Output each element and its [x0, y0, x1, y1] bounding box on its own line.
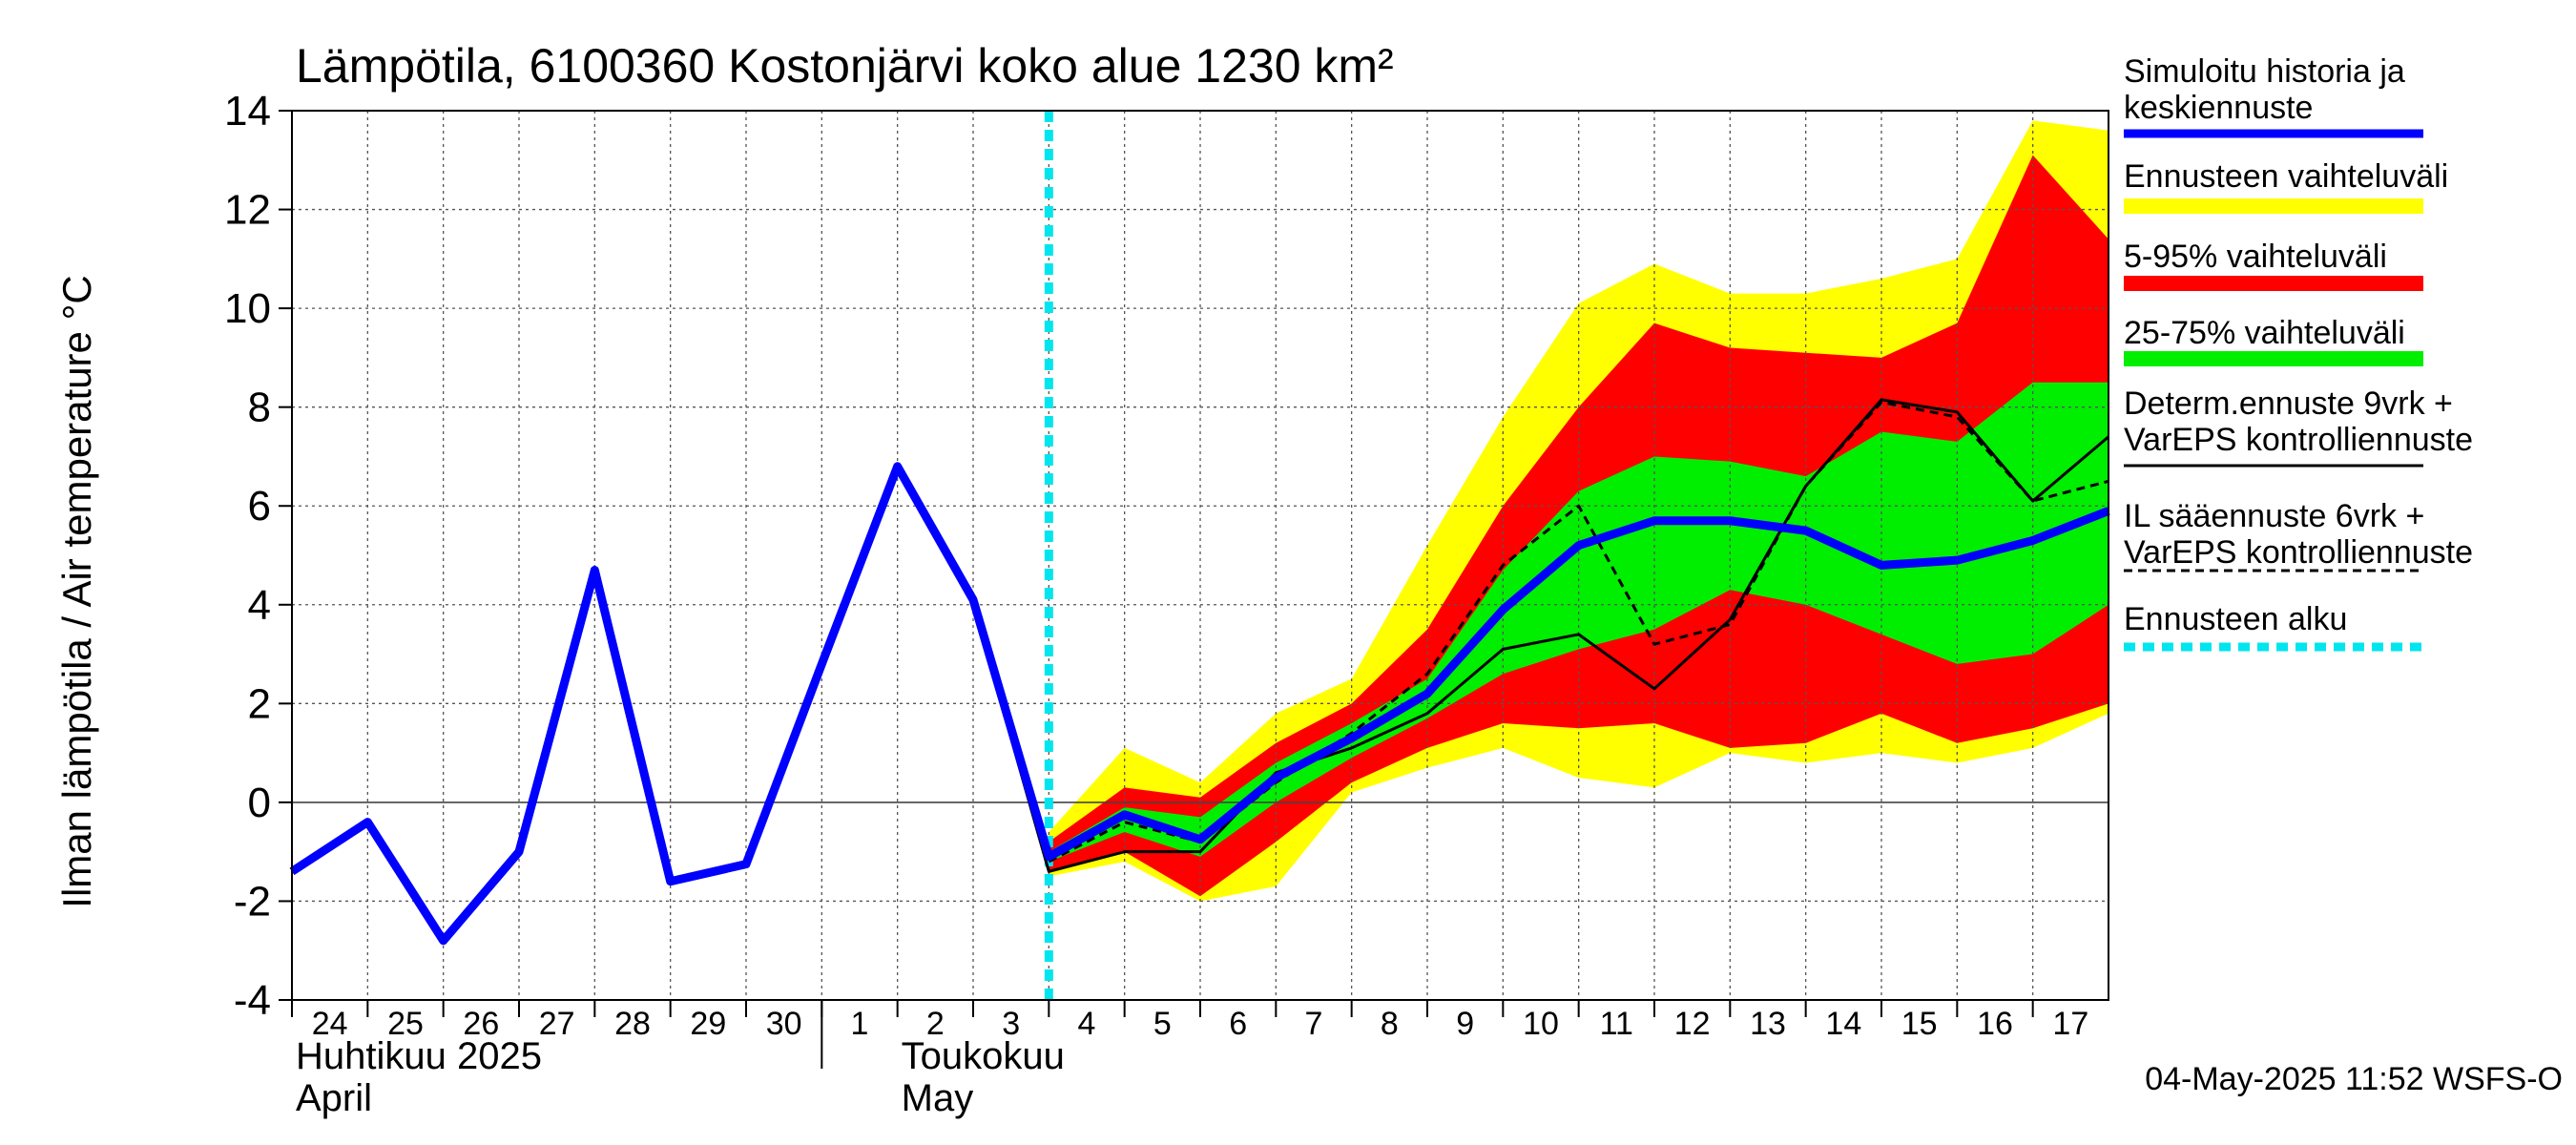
legend-label: keskiennuste	[2124, 90, 2313, 126]
x-tick-label: 6	[1229, 1006, 1247, 1042]
y-tick-label: 4	[248, 582, 271, 629]
x-tick-label: 7	[1305, 1006, 1323, 1042]
y-tick-label: 8	[248, 385, 271, 431]
x-tick-label: 11	[1600, 1006, 1633, 1042]
grid	[292, 111, 2109, 1000]
y-tick-label: 6	[248, 483, 271, 530]
y-axis-label: Ilman lämpötila / Air temperature °C	[54, 275, 99, 907]
legend-label: Ennusteen alku	[2124, 601, 2347, 637]
x-tick-label: 17	[2052, 1006, 2088, 1042]
series-line-deterministic	[896, 398, 2109, 873]
legend-label: 5-95% vaihteluväli	[2124, 239, 2387, 275]
x-tick-label: 10	[1523, 1006, 1559, 1042]
plot-area	[289, 110, 2110, 1001]
legend-label: Simuloitu historia ja	[2124, 53, 2405, 90]
legend-label: IL sääennuste 6vrk +	[2124, 498, 2424, 534]
y-tick-label: 2	[248, 680, 271, 727]
month-label-en: May	[902, 1077, 974, 1119]
legend-label: 25-75% vaihteluväli	[2124, 315, 2405, 351]
series-line-il-forecast	[1048, 400, 2109, 864]
x-tick-label: 15	[1901, 1006, 1938, 1042]
y-tick-label: 14	[224, 88, 271, 135]
series-line-mean	[289, 462, 2110, 946]
x-axis-ticks: 24 25 26 27 28 29 30 1 2 3 4 5 6 7 8 9 10 11 12 13 14 15 16 17H…	[291, 1000, 2088, 1119]
legend-label: Ennusteen vaihteluväli	[2124, 158, 2448, 195]
y-axis-ticks: -4 -2 0 2 4 6 8 10 12 14	[224, 88, 292, 1024]
x-tick-label: 5	[1153, 1006, 1172, 1042]
y-tick-label: 12	[224, 187, 271, 234]
series-lines	[289, 111, 2110, 1000]
x-tick-label: 9	[1456, 1006, 1474, 1042]
x-tick-label: 3	[1002, 1006, 1020, 1042]
y-tick-label: -2	[234, 878, 271, 925]
chart-title: Lämpötila, 6100360 Kostonjärvi koko alue…	[296, 39, 1394, 93]
x-tick-label: 24	[312, 1006, 348, 1042]
legend-label: VarEPS kontrolliennuste	[2124, 534, 2473, 571]
month-label-fi: Toukokuu	[902, 1035, 1065, 1077]
x-tick-label: 25	[387, 1006, 424, 1042]
x-tick-label: 14	[1825, 1006, 1861, 1042]
y-tick-label: 0	[248, 780, 271, 826]
x-tick-label: 2	[926, 1006, 945, 1042]
y-tick-label: 10	[224, 285, 271, 332]
x-tick-label: 8	[1381, 1006, 1399, 1042]
x-tick-label: 13	[1750, 1006, 1786, 1042]
month-label-en: April	[296, 1077, 372, 1119]
legend-label: VarEPS kontrolliennuste	[2124, 422, 2473, 458]
x-tick-label: 28	[614, 1006, 651, 1042]
x-tick-label: 26	[463, 1006, 499, 1042]
y-tick-label: -4	[234, 977, 271, 1024]
x-tick-label: 12	[1674, 1006, 1711, 1042]
x-tick-label: 30	[766, 1006, 802, 1042]
x-tick-label: 4	[1078, 1006, 1096, 1042]
band-25-75	[1049, 382, 2109, 863]
x-tick-label: 29	[690, 1006, 726, 1042]
x-tick-label: 27	[539, 1006, 575, 1042]
month-label-fi: Huhtikuu 2025	[296, 1035, 542, 1077]
x-tick-label: 1	[851, 1006, 869, 1042]
x-tick-label: 16	[1977, 1006, 2013, 1042]
timestamp: 04-May-2025 11:52 WSFS-O	[2145, 1061, 2563, 1097]
legend-label: Determ.ennuste 9vrk +	[2124, 385, 2453, 422]
